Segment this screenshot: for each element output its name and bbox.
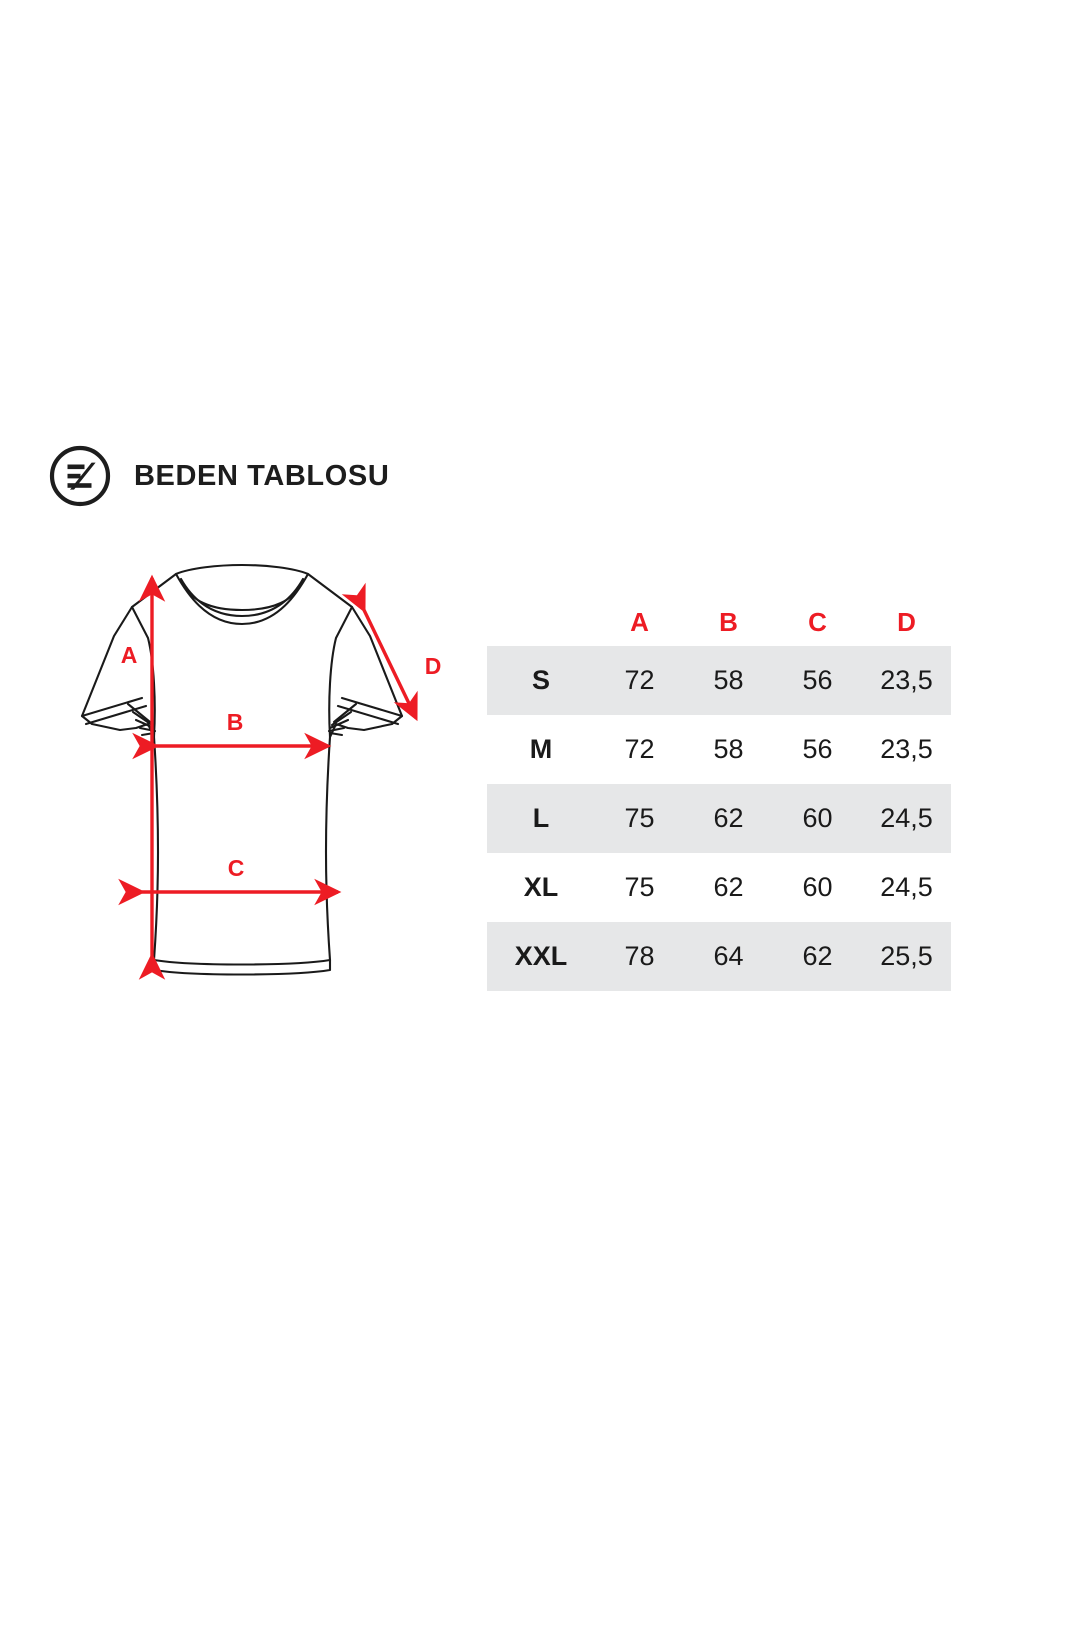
measure-c: 56 <box>773 715 862 784</box>
measure-a: 72 <box>595 646 684 715</box>
table-row: XL 75 62 60 24,5 <box>487 853 951 922</box>
table-header-row: A B C D <box>487 598 951 646</box>
dimension-label-c: C <box>228 855 245 881</box>
size-chart-table-wrapper: A B C D S 72 58 56 23,5 M 72 58 56 23,5 <box>487 598 951 991</box>
dimension-arrow-d <box>341 582 418 722</box>
t-shirt-measurement-diagram: A B C D <box>30 552 470 1022</box>
measure-b: 62 <box>684 853 773 922</box>
measure-b: 64 <box>684 922 773 991</box>
measure-d: 23,5 <box>862 715 951 784</box>
measure-a: 72 <box>595 715 684 784</box>
table-row: M 72 58 56 23,5 <box>487 715 951 784</box>
table-row: S 72 58 56 23,5 <box>487 646 951 715</box>
measure-a: 75 <box>595 784 684 853</box>
measure-a: 78 <box>595 922 684 991</box>
table-header-c: C <box>773 598 862 646</box>
measure-d: 23,5 <box>862 646 951 715</box>
measure-b: 58 <box>684 646 773 715</box>
size-label: S <box>487 646 595 715</box>
size-label: M <box>487 715 595 784</box>
measure-b: 62 <box>684 784 773 853</box>
table-header-b: B <box>684 598 773 646</box>
dimension-label-a: A <box>121 642 138 668</box>
measure-c: 60 <box>773 784 862 853</box>
measure-a: 75 <box>595 853 684 922</box>
measure-c: 56 <box>773 646 862 715</box>
brand-header: BEDEN TABLOSU <box>48 444 389 508</box>
measure-c: 60 <box>773 853 862 922</box>
size-label: L <box>487 784 595 853</box>
measure-d: 25,5 <box>862 922 951 991</box>
circle-z-monogram-logo-icon <box>48 444 112 508</box>
table-header-a: A <box>595 598 684 646</box>
table-row: L 75 62 60 24,5 <box>487 784 951 853</box>
measure-d: 24,5 <box>862 853 951 922</box>
measure-d: 24,5 <box>862 784 951 853</box>
measure-b: 58 <box>684 715 773 784</box>
size-chart-table: A B C D S 72 58 56 23,5 M 72 58 56 23,5 <box>487 598 951 991</box>
dimension-label-b: B <box>227 709 244 735</box>
table-header-d: D <box>862 598 951 646</box>
size-label: XL <box>487 853 595 922</box>
size-label: XXL <box>487 922 595 991</box>
page-title: BEDEN TABLOSU <box>134 459 390 492</box>
table-header-corner <box>487 598 595 646</box>
dimension-label-d: D <box>425 653 442 679</box>
measure-c: 62 <box>773 922 862 991</box>
table-row: XXL 78 64 62 25,5 <box>487 922 951 991</box>
